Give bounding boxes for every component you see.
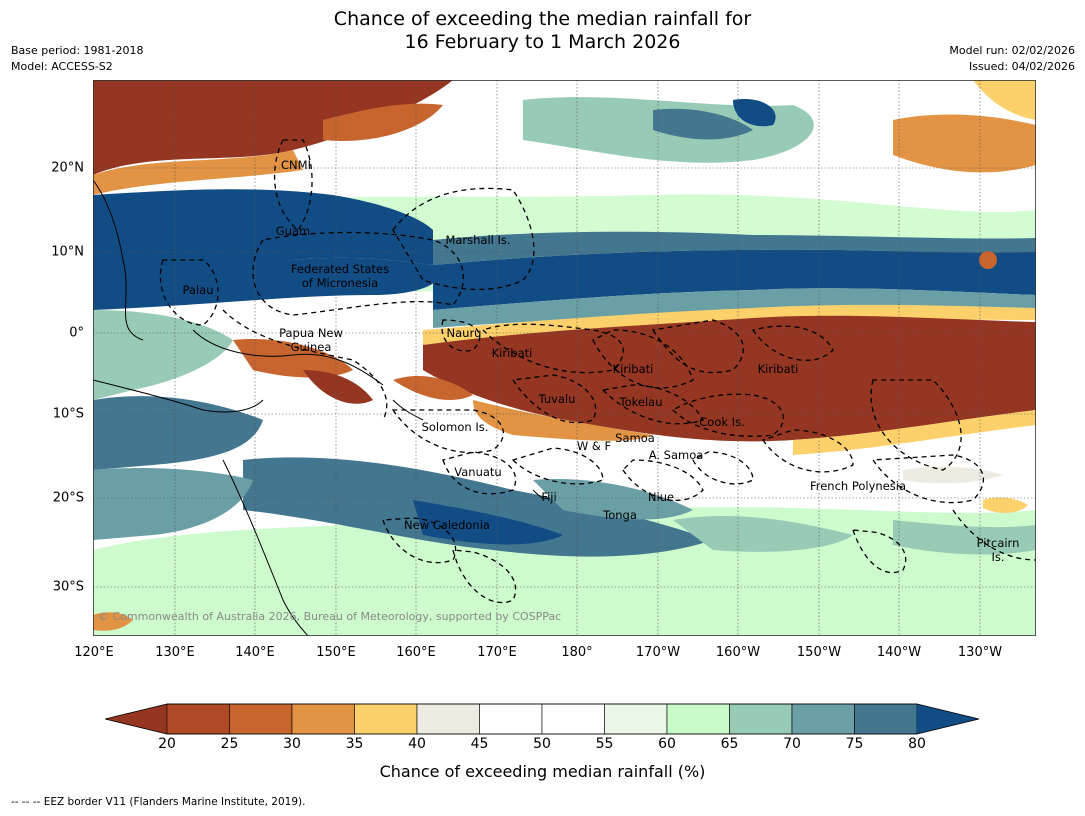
lat-tick: 0°	[69, 325, 84, 341]
label-kiribati-central: Kiribati	[612, 362, 654, 376]
colorbar-tick: 55	[595, 736, 614, 752]
label-vanuatu: Vanuatu	[454, 465, 502, 479]
lon-tick: 140°W	[876, 645, 922, 660]
lon-tick: 170°E	[477, 645, 517, 660]
colorbar-bin	[541, 703, 605, 735]
colorbar-bin	[791, 703, 855, 735]
eez-footnote: -- -- -- EEZ border V11 (Flanders Marine…	[11, 796, 306, 808]
lat-tick: 10°N	[51, 244, 84, 260]
colorbar-tick: 35	[345, 736, 364, 752]
lon-tick: 170°W	[635, 645, 681, 660]
label-niue: Niue	[647, 490, 675, 504]
colorbar-bin	[479, 703, 543, 735]
meta-left: Base period: 1981-2018 Model: ACCESS-S2	[11, 43, 143, 75]
label-new-caledonia: New Caledonia	[404, 518, 490, 532]
colorbar-tick: 50	[533, 736, 551, 752]
label-nauru: Nauru	[446, 326, 482, 340]
title-line-2: 16 February to 1 March 2026	[404, 31, 681, 53]
colorbar-label: Chance of exceeding median rainfall (%)	[379, 762, 706, 781]
rainfall-map	[93, 80, 1036, 636]
colorbar-bin	[854, 703, 918, 735]
lon-tick: 120°E	[74, 645, 114, 660]
lon-tick: 150°W	[796, 645, 842, 660]
colorbar-bin	[291, 703, 355, 735]
colorbar-bin	[729, 703, 793, 735]
label-solomon: Solomon Is.	[421, 420, 489, 434]
colorbar-tick: 75	[845, 736, 864, 752]
lon-tick: 130°W	[957, 645, 1003, 660]
colorbar-tick: 45	[470, 736, 489, 752]
colorbar-bin	[354, 703, 418, 735]
lon-tick: 150°E	[316, 645, 356, 660]
label-kiribati-east: Kiribati	[757, 362, 799, 376]
lat-tick: 10°S	[52, 406, 84, 422]
label-guam: Guam	[275, 224, 311, 238]
colorbar	[105, 703, 980, 735]
lon-tick: 160°E	[396, 645, 436, 660]
lon-tick: 160°W	[715, 645, 761, 660]
issued-date: Issued: 04/02/2026	[968, 60, 1075, 73]
colorbar-tick: 70	[783, 736, 801, 752]
model-name: Model: ACCESS-S2	[11, 60, 113, 73]
label-american-samoa: A. Samoa	[648, 448, 704, 462]
label-micronesia: Federated States of Micronesia	[290, 262, 390, 290]
model-run: Model run: 02/02/2026	[949, 44, 1075, 57]
label-tokelau: Tokelau	[619, 395, 663, 409]
label-fiji: Fiji	[541, 490, 557, 504]
colorbar-tick: 65	[720, 736, 739, 752]
label-wallis-futuna: W & F	[576, 439, 612, 453]
lat-tick: 20°N	[51, 160, 84, 176]
colorbar-tick: 25	[220, 736, 239, 752]
label-tuvalu: Tuvalu	[538, 392, 576, 406]
label-french-polynesia: French Polynesia	[809, 479, 907, 493]
label-kiribati-west: Kiribati	[491, 346, 533, 360]
lon-tick: 130°E	[155, 645, 195, 660]
meta-right: Model run: 02/02/2026 Issued: 04/02/2026	[949, 43, 1075, 75]
label-cook-islands: Cook Is.	[699, 415, 745, 429]
colorbar-tick: 30	[283, 736, 301, 752]
colorbar-tick: 20	[158, 736, 176, 752]
lat-tick: 20°S	[52, 490, 84, 506]
label-samoa: Samoa	[615, 431, 655, 445]
label-png: Papua New Guinea	[279, 326, 343, 354]
base-period: Base period: 1981-2018	[11, 44, 144, 57]
colorbar-tick: 40	[408, 736, 426, 752]
label-palau: Palau	[182, 283, 214, 297]
colorbar-under-arrow	[105, 704, 167, 734]
colorbar-tick: 60	[658, 736, 676, 752]
label-pitcairn: Pitcairn Is.	[976, 536, 1020, 564]
colorbar-bin	[166, 703, 230, 735]
colorbar-tick: 80	[908, 736, 926, 752]
lon-tick: 180°	[561, 645, 593, 660]
label-cnmi: CNMI	[281, 158, 311, 172]
colorbar-over-arrow	[917, 704, 979, 734]
map-title: Chance of exceeding the median rainfall …	[0, 8, 1085, 54]
title-line-1: Chance of exceeding the median rainfall …	[333, 8, 752, 30]
colorbar-bin	[604, 703, 668, 735]
lat-tick: 30°S	[52, 579, 84, 595]
colorbar-bin	[666, 703, 730, 735]
colorbar-bin	[229, 703, 293, 735]
colorbar-bin	[416, 703, 480, 735]
label-tonga: Tonga	[603, 508, 637, 522]
copyright-notice: © Commonwealth of Australia 2026, Bureau…	[98, 610, 562, 623]
lon-tick: 140°E	[235, 645, 275, 660]
label-marshall: Marshall Is.	[445, 233, 511, 247]
